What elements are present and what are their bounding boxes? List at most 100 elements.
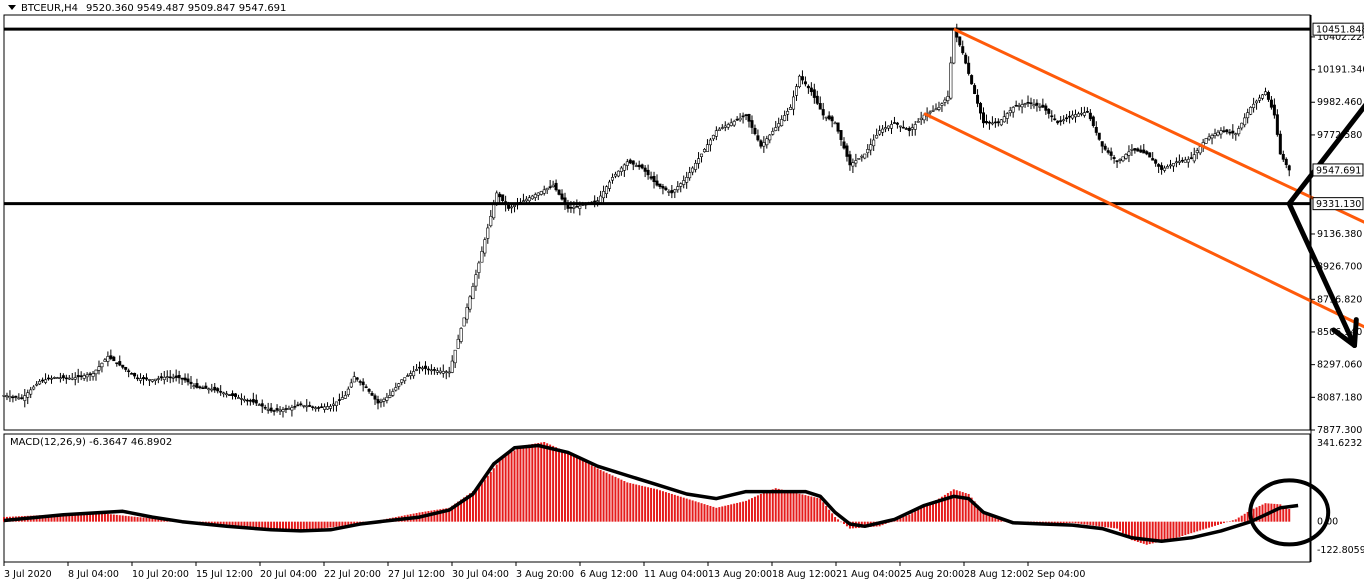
macd-histogram-bar — [477, 487, 480, 522]
candle-body — [1097, 132, 1101, 140]
candle-body — [1050, 115, 1054, 118]
macd-histogram-bar — [311, 521, 314, 530]
macd-histogram-bar — [1208, 521, 1211, 528]
macd-histogram-bar — [531, 443, 534, 522]
candle-body — [1252, 103, 1256, 108]
price-axis-label: 7877.300 — [1317, 425, 1362, 436]
price-axis-label: 8716.820 — [1317, 294, 1362, 305]
candle-body — [806, 85, 810, 89]
candle-body — [1056, 120, 1060, 124]
macd-histogram-bar — [691, 500, 694, 522]
macd-histogram-bar — [498, 460, 501, 522]
candle-body — [1269, 99, 1273, 108]
candle-body — [768, 134, 772, 141]
candle-body — [753, 127, 757, 135]
candle-body — [619, 167, 623, 172]
macd-histogram-bar — [1101, 521, 1104, 527]
macd-histogram-bar — [626, 482, 629, 522]
macd-histogram-bar — [145, 517, 148, 522]
candle-body — [741, 115, 745, 118]
macd-histogram-bar — [112, 514, 115, 522]
macd-histogram-bar — [225, 521, 228, 526]
candle-body — [1011, 107, 1015, 113]
candle-body — [649, 176, 653, 179]
macd-histogram-bar — [47, 514, 50, 522]
macd-histogram-bar — [62, 513, 65, 522]
macd-histogram-bar — [507, 453, 510, 522]
candle-body — [1174, 161, 1178, 164]
time-axis-label: 3 Jul 2020 — [4, 569, 52, 580]
macd-histogram-bar — [572, 455, 575, 522]
candle-body — [8, 396, 12, 399]
macd-histogram-bar — [219, 521, 222, 526]
macd-histogram-bar — [234, 521, 237, 527]
candle-body — [1157, 164, 1161, 167]
candle-body — [857, 158, 861, 160]
candle-body — [735, 118, 739, 121]
candle-body — [2, 395, 6, 397]
candle-body — [1142, 149, 1146, 154]
macd-histogram-bar — [614, 476, 617, 522]
candle-body — [984, 121, 988, 124]
candle-body — [1168, 164, 1172, 167]
macd-histogram-bar — [546, 443, 549, 522]
candle-body — [239, 398, 243, 400]
candle-body — [700, 153, 704, 157]
candle-body — [103, 359, 107, 362]
macd-histogram-bar — [819, 498, 822, 522]
macd-histogram-bar — [353, 521, 356, 525]
candle-body — [127, 370, 131, 373]
candle-body — [1008, 110, 1012, 114]
macd-histogram-bar — [563, 451, 566, 522]
macd-histogram-bar — [1237, 517, 1240, 522]
price-marker-box — [1312, 163, 1364, 177]
candle-body — [875, 135, 879, 139]
macd-histogram-bar — [644, 486, 647, 522]
macd-series — [3, 442, 1331, 547]
candle-body — [465, 307, 469, 320]
macd-histogram-bar — [1110, 521, 1113, 528]
macd-histogram-bar — [982, 512, 985, 522]
candle-body — [545, 187, 549, 191]
candle-body — [1154, 159, 1158, 164]
macd-histogram-bar — [1098, 521, 1101, 527]
candle-body — [38, 381, 42, 385]
candle-body — [1002, 116, 1006, 123]
macd-histogram-bar — [804, 495, 807, 522]
candle-body — [738, 117, 742, 121]
macd-histogram-bar — [513, 450, 516, 522]
macd-histogram-bar — [1092, 521, 1095, 526]
candle-body — [895, 122, 899, 125]
macd-histogram-bar — [578, 458, 581, 522]
time-axis-label: 18 Aug 12:00 — [772, 569, 836, 580]
macd-signal-line — [3, 443, 1299, 544]
candle-body — [542, 189, 546, 194]
macd-histogram-bar — [213, 521, 216, 525]
candle-body — [1222, 130, 1226, 132]
candle-body — [1183, 159, 1187, 163]
candle-body — [58, 377, 62, 379]
candle-body — [231, 393, 235, 396]
candle-body — [744, 114, 748, 117]
price-pane-frame — [3, 14, 1311, 431]
candle-body — [225, 393, 229, 396]
candle-body — [100, 362, 104, 368]
macd-histogram-bar — [1169, 521, 1172, 540]
macd-histogram-bar — [679, 496, 682, 522]
candle-body — [1047, 108, 1051, 114]
candle-body — [616, 170, 620, 177]
candle-body — [150, 379, 154, 382]
candle-body — [1026, 101, 1030, 104]
macd-histogram-bar — [1282, 505, 1285, 522]
macd-histogram-bar — [133, 516, 136, 522]
candle-body — [1071, 114, 1075, 119]
candle-body — [940, 103, 944, 106]
macd-histogram-bar — [1136, 521, 1139, 542]
candle-body — [1127, 151, 1131, 156]
price-axis-label: 8926.700 — [1317, 262, 1362, 273]
candle-body — [578, 205, 582, 209]
triangle-down-icon[interactable] — [8, 5, 16, 10]
axes: 10402.224 10191.340 9982.460 9772.580 9136.3… — [3, 15, 1364, 580]
candle-body — [702, 149, 706, 153]
macd-histogram-bar — [650, 487, 653, 522]
